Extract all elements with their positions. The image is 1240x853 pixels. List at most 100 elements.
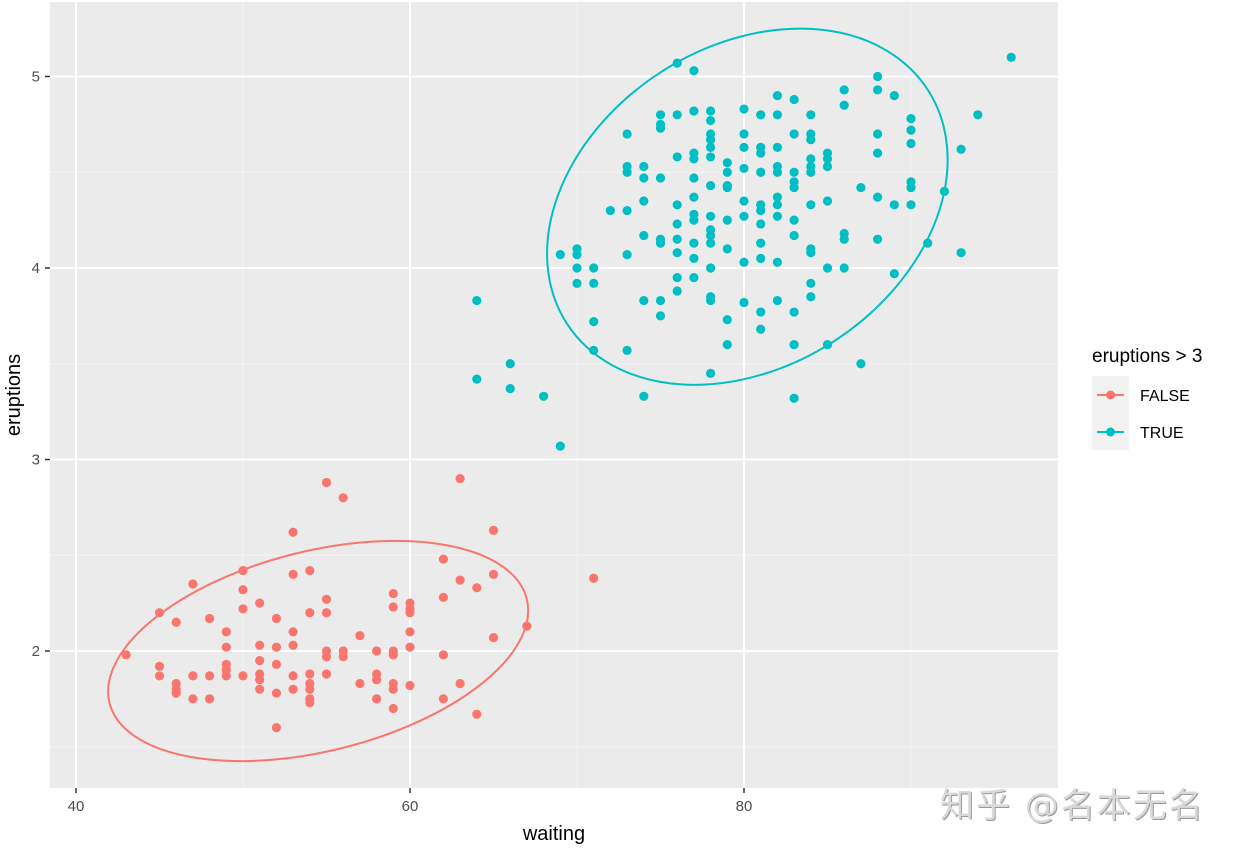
plot-panel: [50, 2, 1058, 788]
data-point: [706, 135, 716, 145]
data-point: [689, 154, 699, 164]
data-point: [321, 477, 332, 488]
data-point: [756, 253, 766, 264]
series-true: [472, 52, 1016, 451]
data-point: [839, 263, 849, 273]
data-point: [154, 608, 165, 618]
data-point: [822, 154, 833, 164]
data-point: [839, 100, 849, 110]
data-point: [438, 694, 448, 704]
data-point: [873, 192, 883, 202]
data-point: [756, 238, 766, 248]
data-point: [772, 167, 783, 177]
data-point: [939, 186, 950, 196]
data-point: [706, 181, 716, 191]
data-point: [271, 613, 281, 624]
data-point: [355, 678, 365, 689]
data-point: [706, 106, 716, 116]
data-point: [739, 297, 749, 308]
data-point: [271, 642, 281, 652]
data-point: [672, 200, 682, 210]
data-point: [672, 248, 682, 258]
data-point: [438, 650, 448, 660]
data-point: [472, 583, 482, 593]
data-point: [572, 249, 582, 260]
data-point: [806, 278, 816, 288]
data-point: [639, 161, 649, 172]
data-point: [789, 230, 799, 241]
data-point: [405, 642, 415, 652]
data-point: [388, 588, 398, 599]
data-point: [321, 594, 332, 604]
data-point: [188, 579, 198, 589]
data-point: [405, 627, 415, 637]
data-point: [706, 211, 716, 221]
x-tick-label: 40: [68, 798, 85, 815]
data-point: [121, 650, 131, 660]
data-point: [388, 703, 398, 714]
y-tick-label: 3: [32, 452, 40, 469]
data-point: [772, 257, 783, 267]
y-axis-title: eruptions: [3, 354, 25, 436]
legend-key-true: [1097, 427, 1124, 437]
data-point: [806, 248, 816, 258]
data-point: [388, 602, 398, 612]
data-point: [839, 234, 849, 244]
data-point: [706, 263, 716, 273]
data-point: [706, 230, 716, 241]
data-point: [689, 192, 699, 202]
legend-label-false: FALSE: [1140, 388, 1190, 405]
data-point: [756, 307, 766, 317]
data-point: [288, 627, 298, 637]
data-point: [772, 192, 783, 202]
data-point: [622, 249, 632, 260]
data-point: [722, 215, 732, 225]
x-axis-title: waiting: [522, 823, 585, 845]
data-point: [572, 263, 582, 273]
data-point: [873, 234, 883, 244]
y-tick-label: 4: [32, 260, 40, 277]
data-point: [873, 85, 883, 95]
data-point: [906, 114, 916, 124]
data-point: [321, 652, 332, 662]
data-point: [756, 205, 766, 216]
data-point: [789, 94, 799, 105]
x-axis-ticks: 40 60 80: [68, 788, 753, 815]
data-point: [171, 688, 181, 698]
data-point: [205, 613, 215, 624]
data-point: [655, 311, 666, 321]
data-point: [238, 585, 248, 595]
data-point: [1006, 52, 1016, 62]
data-point: [472, 709, 482, 719]
data-point: [739, 196, 749, 206]
data-point: [722, 182, 732, 193]
data-point: [772, 211, 783, 221]
data-point: [438, 592, 448, 602]
data-point: [505, 359, 515, 369]
data-point: [639, 196, 649, 206]
data-point: [255, 684, 265, 694]
data-point: [739, 163, 749, 174]
x-tick-label: 80: [736, 798, 753, 815]
data-point: [706, 295, 716, 306]
data-point: [772, 200, 783, 210]
data-point: [822, 340, 833, 350]
data-point: [605, 205, 616, 216]
data-point: [154, 661, 165, 671]
legend: eruptions > 3 FALSE TRUE: [1092, 346, 1202, 450]
data-point: [488, 632, 499, 643]
data-point: [622, 345, 632, 355]
data-point: [589, 573, 599, 583]
data-point: [572, 278, 582, 288]
data-point: [171, 617, 181, 627]
data-point: [689, 173, 699, 183]
data-point: [956, 248, 966, 258]
data-point: [522, 621, 532, 631]
data-point: [822, 196, 833, 206]
data-point: [672, 286, 682, 296]
data-point: [271, 723, 281, 733]
data-point: [455, 575, 465, 585]
data-point: [739, 257, 749, 267]
data-point: [873, 71, 883, 82]
data-point: [706, 152, 716, 162]
